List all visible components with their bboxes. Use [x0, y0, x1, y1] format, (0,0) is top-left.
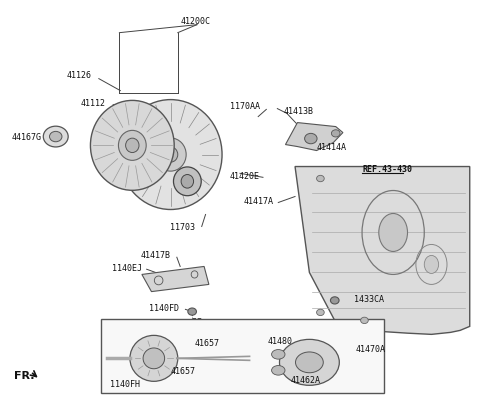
Circle shape — [331, 130, 340, 137]
Text: REF.43-430: REF.43-430 — [362, 165, 412, 174]
Text: 1433CA: 1433CA — [354, 295, 384, 304]
Text: 41200C: 41200C — [181, 17, 211, 26]
Ellipse shape — [126, 138, 139, 152]
Text: 41657: 41657 — [171, 367, 196, 376]
FancyBboxPatch shape — [101, 319, 384, 393]
Ellipse shape — [173, 167, 201, 196]
Circle shape — [305, 134, 317, 144]
Ellipse shape — [296, 352, 323, 373]
Text: 41112: 41112 — [81, 99, 106, 108]
Ellipse shape — [379, 213, 408, 251]
Text: 44167G: 44167G — [12, 133, 41, 142]
Polygon shape — [295, 166, 470, 334]
Circle shape — [188, 308, 196, 315]
Text: 41470A: 41470A — [356, 344, 386, 354]
Text: 41417A: 41417A — [243, 197, 274, 206]
Text: 41413B: 41413B — [283, 107, 313, 116]
Text: 1170AA: 1170AA — [230, 102, 260, 111]
Ellipse shape — [181, 174, 193, 188]
Ellipse shape — [424, 255, 439, 273]
Text: 1140FH: 1140FH — [110, 380, 141, 389]
Ellipse shape — [90, 100, 174, 190]
Text: 41462A: 41462A — [290, 376, 320, 385]
Ellipse shape — [119, 99, 222, 209]
Ellipse shape — [130, 335, 178, 381]
Circle shape — [330, 297, 339, 304]
Circle shape — [360, 317, 368, 324]
Text: 11703: 11703 — [169, 223, 194, 232]
Text: 41417B: 41417B — [141, 251, 170, 260]
Polygon shape — [142, 266, 209, 292]
Text: FR.: FR. — [14, 371, 35, 381]
Ellipse shape — [163, 147, 178, 162]
Polygon shape — [286, 123, 343, 150]
Text: 1140EJ: 1140EJ — [112, 264, 142, 273]
Ellipse shape — [155, 138, 186, 171]
Circle shape — [49, 132, 62, 142]
Circle shape — [43, 126, 68, 147]
Ellipse shape — [143, 348, 165, 369]
Circle shape — [317, 309, 324, 316]
Text: 41126: 41126 — [67, 71, 92, 80]
Ellipse shape — [272, 366, 285, 375]
Circle shape — [317, 175, 324, 182]
Text: 41657: 41657 — [195, 339, 220, 348]
Ellipse shape — [272, 350, 285, 359]
Text: 41480: 41480 — [268, 337, 293, 346]
Text: 41414A: 41414A — [317, 143, 347, 152]
Text: 41420E: 41420E — [229, 172, 259, 181]
Ellipse shape — [119, 130, 146, 160]
Ellipse shape — [279, 339, 339, 385]
Text: 1140FD: 1140FD — [149, 304, 179, 313]
